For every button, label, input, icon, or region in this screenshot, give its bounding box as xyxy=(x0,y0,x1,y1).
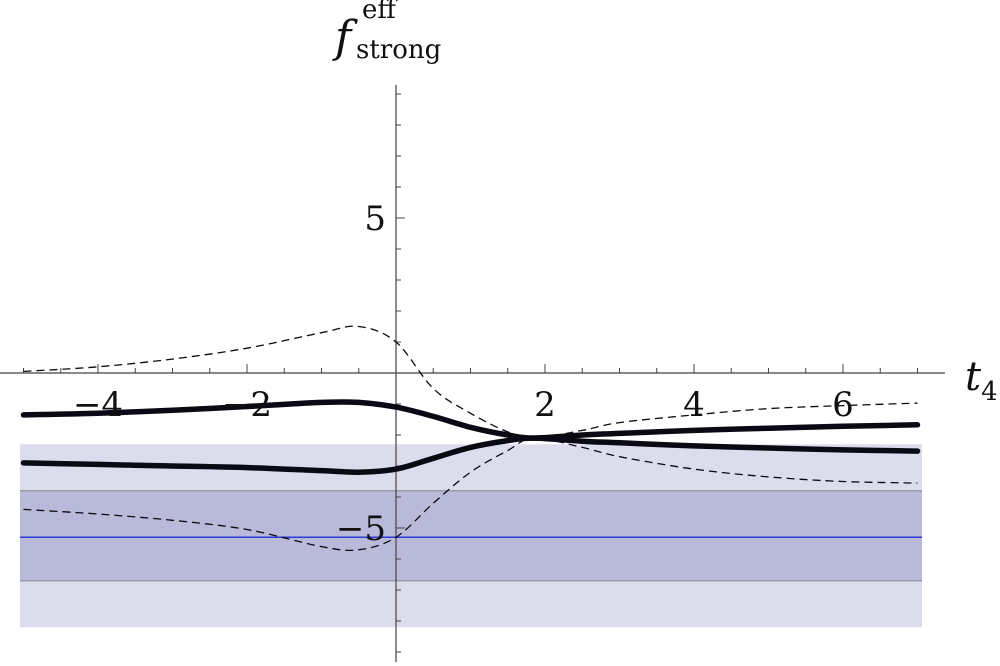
band-1 xyxy=(20,490,922,581)
x-axis-label: t4 xyxy=(965,354,998,407)
series-2-dashed-line xyxy=(23,325,918,439)
axes xyxy=(0,85,945,662)
y-axis-label-sup: eff xyxy=(362,0,398,25)
series-1-thick-line xyxy=(20,435,921,476)
x-tick-label: −2 xyxy=(222,385,272,425)
x-tick-label: 6 xyxy=(832,385,854,425)
y-tick-label: −5 xyxy=(336,509,386,549)
x-axis-label-sub: 4 xyxy=(981,377,998,407)
y-tick-label: 5 xyxy=(364,199,386,239)
y-axis-label: f xyxy=(332,12,358,63)
x-tick-label: −4 xyxy=(73,385,123,425)
axis-labels: t4 f eff strong xyxy=(332,0,998,407)
x-tick-label: 4 xyxy=(683,385,705,425)
series-0-thick-line xyxy=(20,399,921,441)
y-axis-label-sub: strong xyxy=(356,35,441,65)
series-3-dashed-line xyxy=(23,437,918,552)
tick-labels: −4 −2 2 4 6 5 −5 xyxy=(73,199,854,549)
x-tick-label: 2 xyxy=(534,385,556,425)
series-group xyxy=(20,325,921,552)
confidence-bands xyxy=(20,444,922,628)
